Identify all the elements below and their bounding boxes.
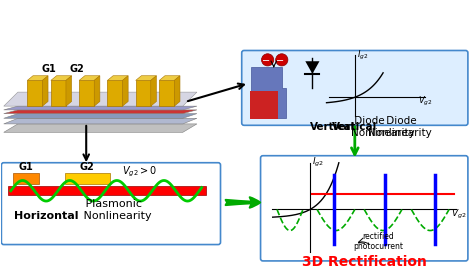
Bar — [9, 186, 206, 195]
Bar — [13, 173, 39, 184]
Polygon shape — [66, 76, 72, 106]
Polygon shape — [136, 76, 156, 80]
Text: Vertical: Vertical — [310, 122, 356, 132]
Text: Vertical: Vertical — [332, 122, 377, 132]
FancyBboxPatch shape — [242, 50, 468, 125]
Text: −: − — [262, 56, 270, 66]
FancyBboxPatch shape — [261, 156, 468, 261]
Text: $V_{g2} > 0$: $V_{g2} > 0$ — [121, 165, 157, 179]
Polygon shape — [305, 61, 319, 74]
Polygon shape — [108, 76, 128, 80]
Polygon shape — [151, 76, 156, 106]
Bar — [65, 173, 110, 184]
Polygon shape — [79, 76, 100, 80]
Circle shape — [262, 54, 274, 66]
Polygon shape — [122, 76, 128, 106]
Polygon shape — [4, 92, 197, 106]
Text: 3D Rectification: 3D Rectification — [302, 255, 427, 269]
Text: G1: G1 — [41, 64, 56, 75]
Polygon shape — [174, 76, 180, 106]
Polygon shape — [51, 76, 72, 80]
Text: G2: G2 — [70, 64, 84, 75]
Bar — [136, 80, 151, 106]
Polygon shape — [27, 76, 48, 80]
Polygon shape — [42, 76, 48, 106]
Polygon shape — [4, 106, 197, 110]
Circle shape — [276, 54, 288, 66]
Text: G2: G2 — [80, 162, 94, 172]
Polygon shape — [4, 110, 197, 114]
Polygon shape — [159, 76, 180, 80]
Text: −: − — [276, 56, 284, 66]
Text: rectified
photocurrent: rectified photocurrent — [353, 232, 403, 251]
Polygon shape — [94, 76, 100, 106]
Bar — [27, 80, 42, 106]
Polygon shape — [251, 67, 286, 118]
Text: Diode
Nonlinearity: Diode Nonlinearity — [351, 116, 415, 138]
Text: Horizontal: Horizontal — [14, 211, 78, 221]
Text: Diode
Nonlinearity: Diode Nonlinearity — [368, 116, 431, 138]
Text: $V_{g2}$: $V_{g2}$ — [451, 208, 467, 221]
Bar — [159, 80, 174, 106]
FancyArrowPatch shape — [226, 197, 260, 208]
Bar — [108, 80, 122, 106]
Text: Plasmonic
   Nonlinearity: Plasmonic Nonlinearity — [73, 199, 151, 221]
FancyBboxPatch shape — [1, 163, 220, 245]
Polygon shape — [4, 124, 197, 132]
Polygon shape — [4, 118, 197, 124]
Text: $V_{g2}$: $V_{g2}$ — [419, 95, 433, 108]
Bar — [250, 91, 278, 119]
Text: $I_{g2}$: $I_{g2}$ — [357, 49, 368, 62]
Text: $I_{g2}$: $I_{g2}$ — [312, 156, 325, 169]
Text: G1: G1 — [18, 162, 33, 172]
Bar — [79, 80, 94, 106]
Bar — [51, 80, 66, 106]
Polygon shape — [4, 114, 197, 118]
